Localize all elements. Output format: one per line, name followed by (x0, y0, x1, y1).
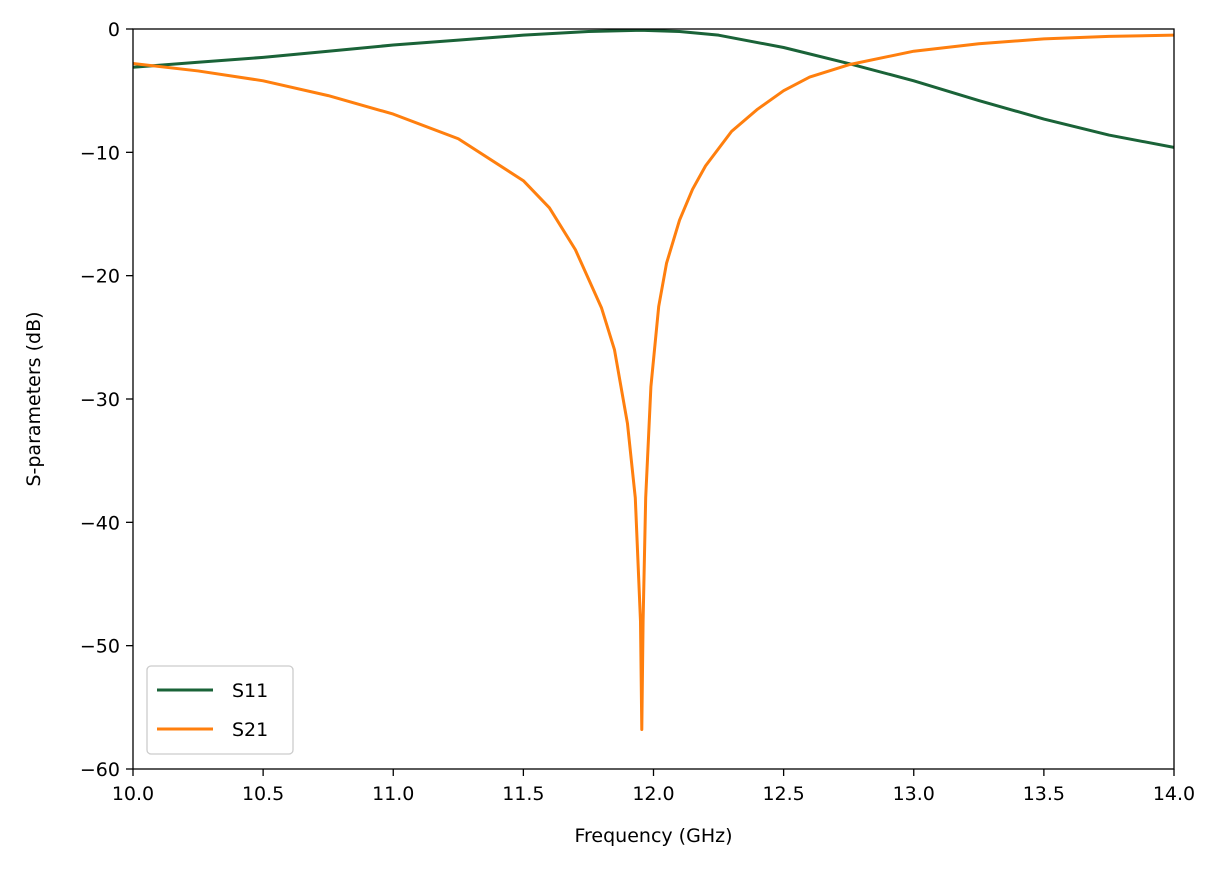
x-axis-title: Frequency (GHz) (574, 825, 732, 847)
y-tick-label: −10 (80, 142, 120, 164)
x-tick-label: 14.0 (1153, 783, 1195, 805)
y-axis: 0 −10 −20 −30 −40 −50 −60 (80, 19, 133, 781)
legend-box (146, 665, 294, 755)
x-tick-label: 10.5 (242, 783, 284, 805)
x-tick-label: 13.5 (1023, 783, 1065, 805)
y-tick-label: −40 (80, 512, 120, 534)
y-tick-label: −20 (80, 266, 120, 288)
x-tick-label: 12.0 (632, 783, 674, 805)
legend-label-s11: S11 (232, 680, 268, 702)
legend-label-s21: S21 (232, 719, 268, 741)
x-tick-label: 11.0 (372, 783, 414, 805)
y-tick-label: −50 (80, 636, 120, 658)
plot-area-frame (132, 28, 1175, 770)
y-tick-label: 0 (108, 19, 120, 41)
series-layer (133, 29, 1174, 732)
x-tick-label: 13.0 (893, 783, 935, 805)
y-tick-label: −30 (80, 389, 120, 411)
legend: S11 S21 (146, 665, 294, 755)
series-line-s11 (133, 29, 1174, 149)
x-axis: 10.0 10.5 11.0 11.5 12.0 12.5 13.0 13.5 14.0 (112, 769, 1195, 805)
series-line-s21 (133, 33, 1174, 732)
x-tick-label: 12.5 (762, 783, 804, 805)
x-tick-label: 11.5 (502, 783, 544, 805)
y-tick-label: −60 (80, 759, 120, 781)
y-axis-title: S-parameters (dB) (23, 311, 45, 486)
x-tick-label: 10.0 (112, 783, 154, 805)
